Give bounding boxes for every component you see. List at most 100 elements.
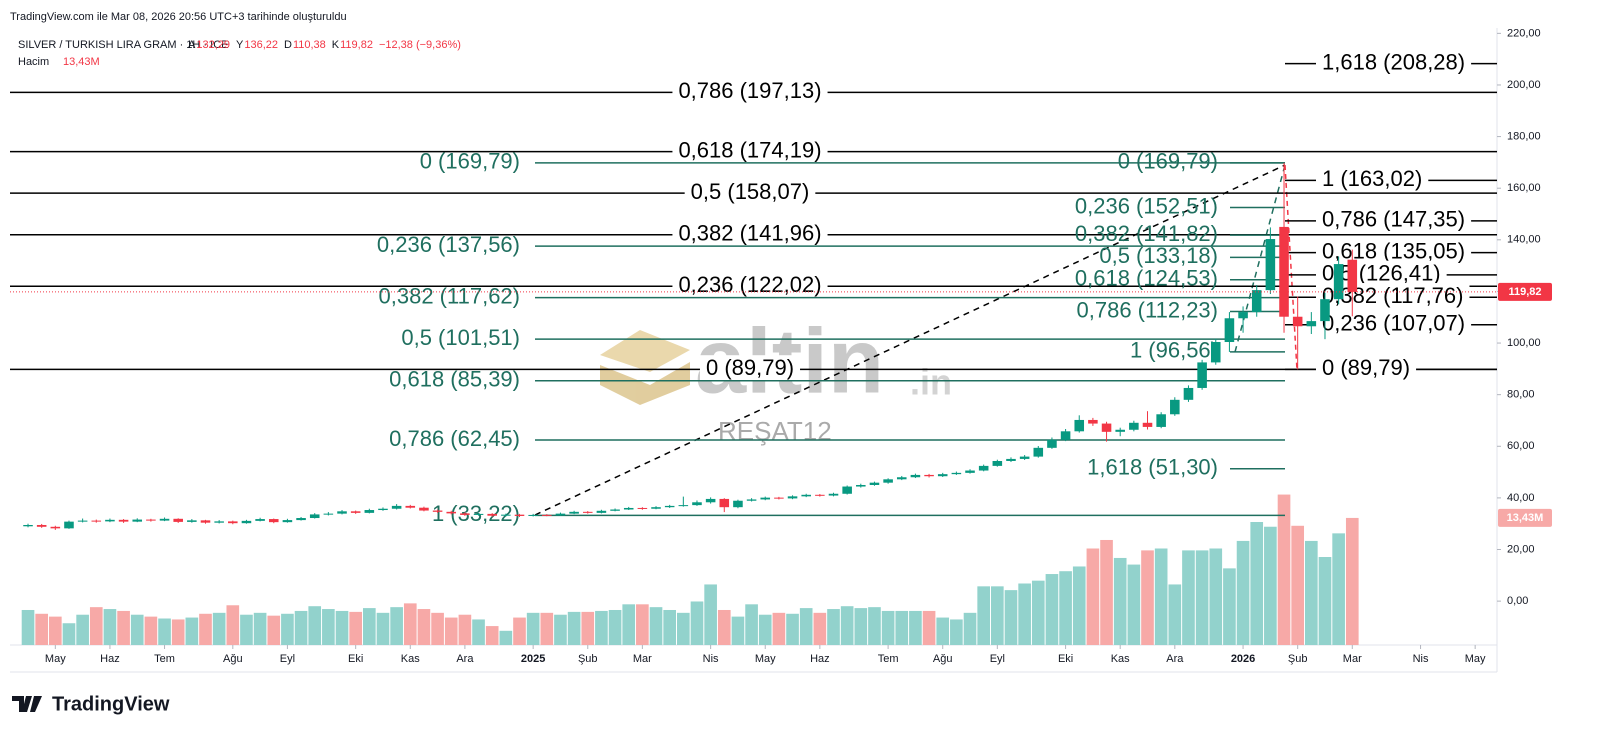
candle-body — [255, 519, 265, 521]
candle-body — [1238, 312, 1248, 319]
candle — [309, 513, 320, 519]
fib-label: 0 (169,79) — [420, 149, 520, 174]
volume-bar — [540, 612, 554, 645]
candle-body — [132, 519, 143, 522]
volume-bar — [322, 609, 335, 645]
y-tick-label: 40,00 — [1507, 492, 1535, 504]
candle-body — [364, 510, 375, 513]
fib-label: 0,382 (141,82) — [1075, 221, 1218, 246]
candle — [23, 523, 33, 528]
candle — [146, 518, 156, 522]
volume-bar — [950, 619, 963, 645]
x-tick-label: Nis — [703, 653, 719, 665]
ohlc-value: 119,82 — [340, 39, 373, 51]
ohlc-key: D — [284, 39, 292, 51]
candle — [883, 478, 893, 484]
volume-bar — [909, 610, 922, 645]
volume-bar — [1072, 566, 1086, 645]
fib-label: 0,382 (117,62) — [379, 283, 520, 308]
candle — [214, 520, 224, 524]
candle-body — [405, 505, 416, 508]
candle — [733, 499, 743, 509]
candle-body — [391, 505, 402, 509]
volume-bar — [1277, 494, 1291, 645]
candle-body — [760, 497, 771, 500]
candle-body — [1101, 423, 1112, 432]
fib-label: 0,786 (147,35) — [1322, 207, 1465, 232]
volume-bar — [513, 617, 526, 645]
candle-body — [200, 520, 211, 523]
volume-bar — [403, 603, 417, 645]
fib-label: 0,786 (112,23) — [1077, 297, 1218, 322]
candle-body — [282, 520, 293, 523]
logo-shape — [600, 362, 690, 405]
volume-bar — [608, 609, 622, 645]
candle-body — [596, 510, 607, 513]
fib-label: 0,786 (197,13) — [678, 78, 821, 103]
candle-body — [118, 519, 129, 522]
candle — [1142, 411, 1153, 430]
candle — [924, 473, 934, 478]
x-tick-label: Eyl — [280, 653, 295, 665]
y-tick-label: 100,00 — [1507, 337, 1541, 349]
x-tick-label: Mar — [633, 653, 652, 665]
candle — [282, 518, 293, 523]
candle-body — [623, 507, 634, 510]
candle-body — [582, 511, 593, 513]
candle — [1306, 312, 1317, 335]
ohlc-value: 136,22 — [244, 39, 278, 51]
fib-label-bg — [1316, 166, 1429, 192]
candle-body — [1279, 226, 1289, 317]
fib-label: 0,236 (152,51) — [1075, 193, 1218, 218]
candle — [569, 510, 579, 515]
x-tick-label: May — [45, 653, 66, 665]
volume-bar — [827, 609, 840, 645]
candle-body — [1142, 422, 1153, 427]
candle-body — [241, 520, 252, 524]
candle — [77, 518, 88, 523]
candle — [1251, 284, 1262, 317]
x-tick-label: May — [1465, 653, 1486, 665]
candle-body — [323, 513, 334, 515]
candle — [1074, 415, 1085, 433]
y-tick-label: 220,00 — [1507, 27, 1541, 39]
candle-body — [896, 477, 907, 480]
volume-bar — [431, 612, 444, 645]
volume-bars — [21, 494, 1359, 645]
volume-bar — [1059, 571, 1072, 645]
x-tick-label: 2026 — [1231, 653, 1255, 665]
fib-label-bg — [672, 220, 828, 246]
candle-body — [692, 502, 702, 506]
volume-bar — [21, 609, 35, 645]
candle-body — [91, 520, 102, 522]
candle — [596, 509, 607, 514]
candle-body — [268, 519, 279, 523]
candle — [105, 518, 115, 523]
volume-bar — [89, 607, 103, 645]
candle-body — [187, 520, 197, 522]
x-tick-label: Tem — [878, 653, 899, 665]
x-tick-label: Haz — [810, 653, 830, 665]
legend: SILVER / TURKISH LIRA GRAM · 1H · ICE Ha… — [18, 39, 228, 68]
candle — [937, 472, 948, 477]
fib-set: 0 (169,79)0,236 (152,51)0,382 (141,82)0,… — [1075, 149, 1285, 480]
volume-bar — [1182, 550, 1195, 645]
fib-set: 1,618 (208,28) 1 (163,02) 0,786 (147,35) 0,… — [1285, 49, 1497, 381]
x-tick-label: Eki — [1058, 653, 1073, 665]
ohlc-key: Y — [236, 39, 244, 51]
candle-body — [1251, 290, 1262, 313]
volume-bar — [35, 613, 48, 645]
last-price-label: 119,82 — [1508, 286, 1541, 298]
candle-body — [36, 524, 47, 527]
x-tick-label: Eyl — [990, 653, 1005, 665]
logo-icon — [12, 696, 42, 712]
candle — [815, 494, 825, 497]
volume-bar — [881, 610, 895, 645]
candle — [1292, 296, 1303, 370]
y-tick-label: 0,00 — [1507, 595, 1528, 607]
candle-body — [1265, 239, 1276, 291]
candle-body — [1047, 439, 1057, 448]
last-volume-badge — [1498, 508, 1552, 527]
candle-body — [801, 494, 811, 497]
candle — [992, 459, 1003, 467]
